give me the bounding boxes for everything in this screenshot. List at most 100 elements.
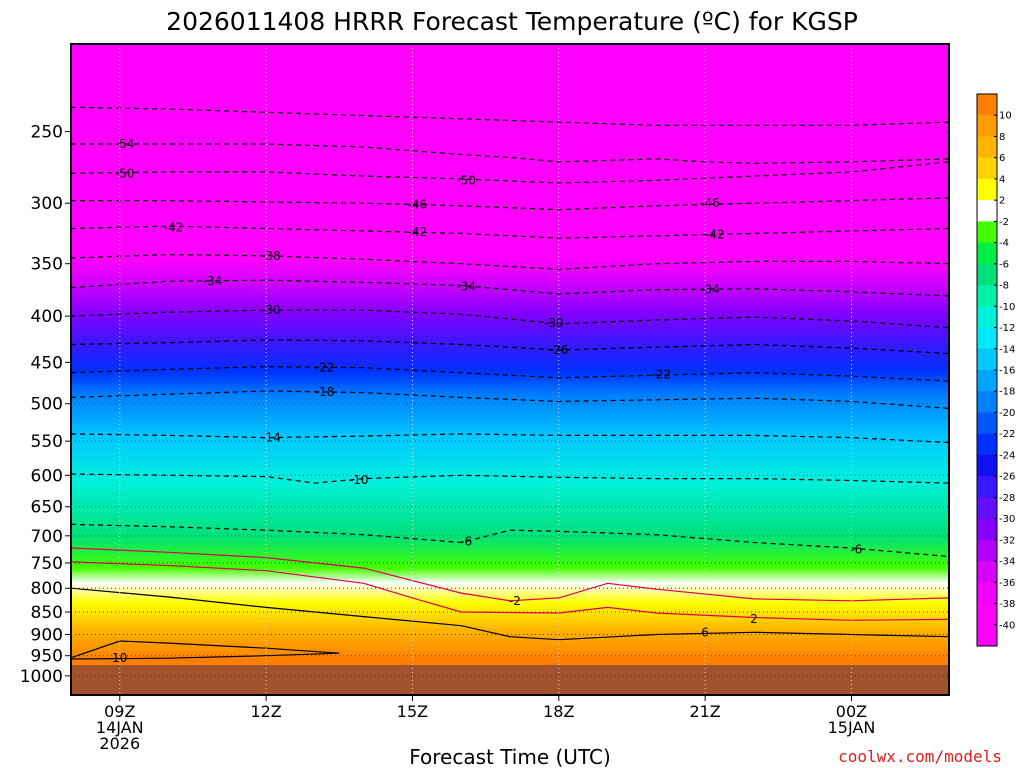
y-tick-label-900: 900 xyxy=(31,625,63,645)
colorbar-swatch xyxy=(977,497,997,520)
colorbar-swatch xyxy=(977,306,997,329)
colorbar-label: -26 xyxy=(999,472,1015,483)
isotherm--14 xyxy=(71,433,949,444)
contour-label-2: 2 xyxy=(750,612,758,626)
x-axis-title: Forecast Time (UTC) xyxy=(409,745,611,768)
y-tick-label-400: 400 xyxy=(31,307,63,327)
colorbar: 10 8 6 4 2 -2 -4 -6 -8 -10 -12 -14 -16 -18 -20 -22 -24 -2… xyxy=(976,93,1015,647)
colorbar-swatch xyxy=(977,242,997,265)
contour-label--30: -30 xyxy=(261,303,281,317)
isotherm--34 xyxy=(71,279,949,297)
colorbar-label: -14 xyxy=(999,344,1015,355)
x-tick-label-00Z: 00Z xyxy=(836,702,867,721)
x-tick-label-15Z: 15Z xyxy=(397,702,428,721)
chart-title: 2026011408 HRRR Forecast Temperature (ºC… xyxy=(166,7,858,36)
y-axis: 2503003504004505005506006507007508008509… xyxy=(20,123,71,687)
isotherm--18 xyxy=(71,390,949,409)
x-tick-label-2026: 2026 xyxy=(99,734,140,753)
contour-label--2: -2 xyxy=(509,594,521,608)
colorbar-swatch xyxy=(977,412,997,435)
isotherm-6 xyxy=(71,587,949,641)
contour-label--18: -18 xyxy=(315,385,335,399)
contour-label--34: -34 xyxy=(203,274,223,288)
colorbar-swatch xyxy=(977,263,997,286)
colorbar-swatch xyxy=(977,370,997,392)
colorbar-label: -2 xyxy=(999,217,1009,228)
isotherm-layer xyxy=(71,106,949,660)
y-tick-label-500: 500 xyxy=(31,395,63,415)
contour-label--34: -34 xyxy=(700,283,720,297)
isotherm--38 xyxy=(71,253,949,270)
isotherm-10 xyxy=(71,640,340,660)
y-tick-label-850: 850 xyxy=(31,603,63,623)
contour-label-6: 6 xyxy=(701,626,709,640)
x-tick-label-12Z: 12Z xyxy=(250,702,281,721)
colorbar-label: 6 xyxy=(999,153,1005,164)
colorbar-swatch xyxy=(977,561,997,583)
contour-label--10: -10 xyxy=(349,473,369,487)
contour-label--26: -26 xyxy=(549,343,569,357)
contour-label--14: -14 xyxy=(261,431,281,445)
colorbar-swatch xyxy=(977,454,997,477)
colorbar-swatch xyxy=(977,200,997,222)
isotherm--22 xyxy=(71,366,949,382)
colorbar-swatch xyxy=(977,518,997,541)
colorbar-swatch xyxy=(977,476,997,498)
isotherm--54 xyxy=(71,143,949,164)
contour-label--50: -50 xyxy=(115,166,135,180)
contour-label--38: -38 xyxy=(261,249,281,263)
y-tick-label-750: 750 xyxy=(31,554,63,574)
contour-label--50: -50 xyxy=(456,173,476,187)
colorbar-swatch xyxy=(977,157,997,180)
colorbar-label: -30 xyxy=(999,514,1015,525)
colorbar-label: -24 xyxy=(999,450,1015,461)
contour-label-10: 10 xyxy=(112,651,127,665)
temperature-field xyxy=(71,44,949,695)
contour-label--46: -46 xyxy=(700,196,720,210)
y-tick-label-300: 300 xyxy=(31,194,63,214)
colorbar-label: -20 xyxy=(999,408,1015,419)
y-tick-label-950: 950 xyxy=(31,647,63,667)
isotherm--26 xyxy=(71,339,949,355)
isotherm--2 xyxy=(71,547,949,602)
contour-label--54: -54 xyxy=(115,137,135,151)
colorbar-label: -28 xyxy=(999,493,1015,504)
colorbar-label: -36 xyxy=(999,578,1015,589)
y-tick-label-700: 700 xyxy=(31,527,63,547)
colorbar-label: -34 xyxy=(999,557,1015,568)
colorbar-swatch xyxy=(977,348,997,371)
colorbar-label: -16 xyxy=(999,366,1015,377)
isotherm--10 xyxy=(71,473,949,484)
colorbar-label: -12 xyxy=(999,323,1015,334)
contour-label--22: -22 xyxy=(315,361,335,375)
plot-area: -54-54-50 -50-46 -46-42 -42 -42-38-34 -34 -34-… xyxy=(71,44,949,695)
colorbar-swatch xyxy=(977,433,997,456)
colorbar-label: 8 xyxy=(999,132,1005,143)
y-tick-label-350: 350 xyxy=(31,255,63,275)
colorbar-label: 4 xyxy=(999,174,1005,185)
contour-label--22: -22 xyxy=(651,367,671,381)
colorbar-swatch xyxy=(977,327,997,350)
colorbar-label: 10 xyxy=(999,111,1012,122)
colorbar-swatch xyxy=(977,136,997,159)
contour-label--42: -42 xyxy=(705,228,725,242)
colorbar-label: -32 xyxy=(999,535,1015,546)
colorbar-label: -8 xyxy=(999,281,1009,292)
y-tick-label-600: 600 xyxy=(31,466,63,486)
colorbar-swatch xyxy=(977,221,997,244)
colorbar-label: -40 xyxy=(999,620,1015,631)
y-tick-label-250: 250 xyxy=(31,123,63,143)
isotherm--46 xyxy=(71,197,949,211)
x-tick-label-15JAN: 15JAN xyxy=(828,718,876,737)
isotherm--6 xyxy=(71,523,949,558)
ground-surface xyxy=(71,665,949,695)
credit-link[interactable]: coolwx.com/models xyxy=(838,747,1002,766)
x-tick-label-21Z: 21Z xyxy=(689,702,720,721)
contour-label-layer: -54-54-50 -50-46 -46-42 -42 -42-38-34 -34 -34-… xyxy=(112,137,862,665)
colorbar-swatch xyxy=(977,624,997,647)
isotherm--30 xyxy=(71,309,949,329)
grid-layer xyxy=(71,44,949,695)
colorbar-swatch xyxy=(977,582,997,605)
